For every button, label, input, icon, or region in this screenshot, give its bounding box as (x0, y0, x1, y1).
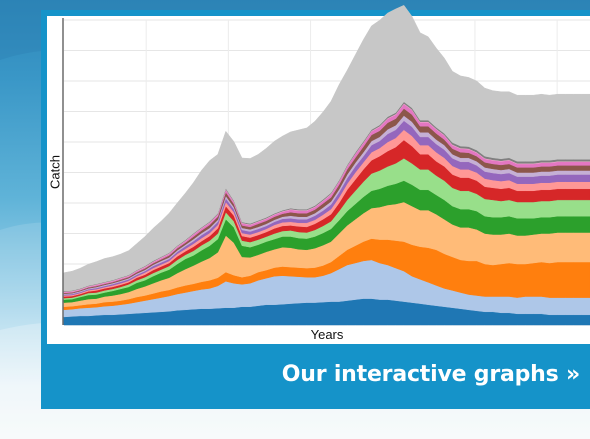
area-series-15 (63, 4, 590, 292)
chart-areas (63, 4, 590, 326)
x-axis-label: Years (310, 327, 344, 342)
interactive-graphs-link[interactable]: Our interactive graphs » (281, 362, 580, 387)
y-axis-label: Catch (47, 155, 63, 189)
